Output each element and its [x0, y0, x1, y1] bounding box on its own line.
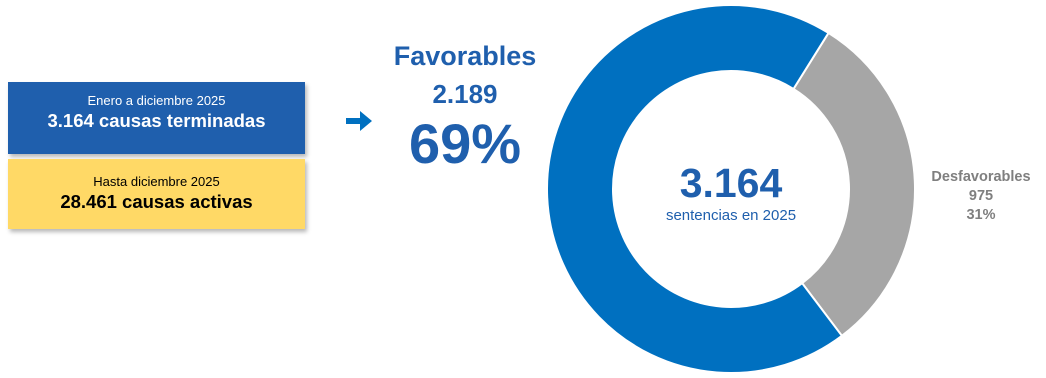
- active-cases-box: Hasta diciembre 2025 28.461 causas activ…: [8, 159, 305, 229]
- unfavorable-percent: 31%: [966, 207, 996, 223]
- favorable-percent: 69%: [408, 112, 522, 175]
- unfavorable-summary: Desfavorables 975 31%: [920, 168, 1042, 225]
- unfavorable-slice: [792, 31, 916, 338]
- center-caption: sentencias en 2025: [665, 207, 797, 224]
- center-total: 3.164: [679, 160, 783, 206]
- unfavorable-value: 975: [968, 188, 994, 204]
- favorable-label: Favorables: [393, 41, 537, 71]
- favorable-summary: Favorables 2.189 69%: [372, 36, 558, 176]
- favorable-slice: [546, 4, 844, 374]
- unfavorable-label: Desfavorables: [931, 169, 1031, 185]
- active-cases-label: 28.461 causas activas: [60, 191, 253, 212]
- terminated-cases-label: 3.164 causas terminadas: [47, 110, 266, 131]
- favorable-value: 2.189: [432, 79, 498, 109]
- active-period: Hasta diciembre 2025: [93, 174, 220, 189]
- arrow-right-icon: [346, 111, 372, 131]
- donut-center: 3.164 sentencias en 2025: [616, 160, 846, 226]
- terminated-period: Enero a diciembre 2025: [87, 93, 226, 108]
- terminated-cases-box: Enero a diciembre 2025 3.164 causas term…: [8, 82, 305, 154]
